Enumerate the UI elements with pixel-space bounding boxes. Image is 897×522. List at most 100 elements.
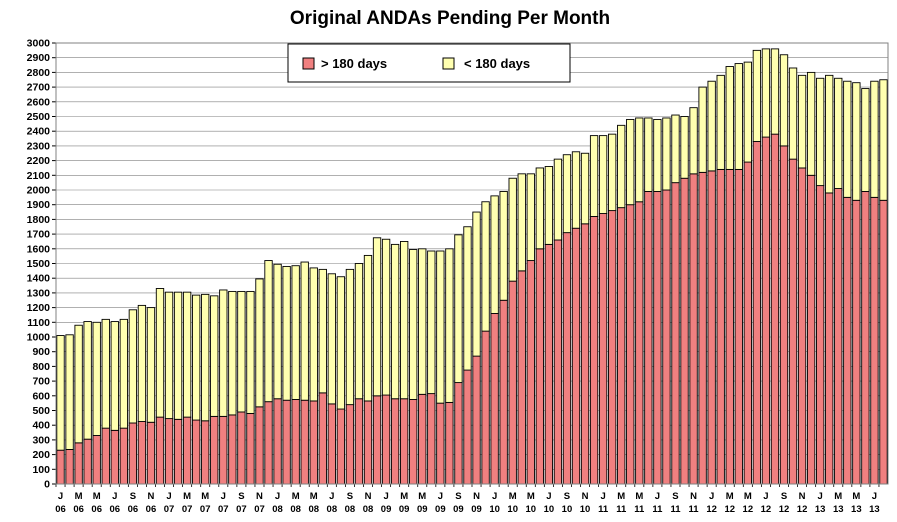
y-tick-label: 2500 <box>27 111 51 123</box>
bar-segment-over-180 <box>390 398 400 485</box>
bar-segment-over-180 <box>707 170 716 485</box>
y-tick-label: 2300 <box>27 140 51 152</box>
bar-segment-under-180 <box>825 74 834 194</box>
y-tick-label: 2900 <box>27 52 51 64</box>
x-tick-label-year: 12 <box>779 504 790 515</box>
x-tick-label-month: J <box>818 491 823 502</box>
bar-segment-over-180 <box>626 204 635 485</box>
bar-segment-under-180 <box>65 334 74 450</box>
x-tick-label-month: J <box>872 491 877 502</box>
x-tick-label-month: M <box>527 491 535 502</box>
x-tick-label-year: 10 <box>489 504 500 515</box>
bar-segment-under-180 <box>291 265 300 400</box>
x-tick-label-month: S <box>672 491 678 502</box>
bar-segment-over-180 <box>553 239 563 485</box>
bar-segment-over-180 <box>598 213 608 485</box>
x-tick-label-month: M <box>635 491 643 502</box>
bar-segment-over-180 <box>219 415 228 485</box>
x-tick-label-year: 09 <box>399 504 410 515</box>
bar-segment-over-180 <box>870 196 879 485</box>
bar-segment-over-180 <box>264 401 273 485</box>
y-tick-label: 1000 <box>27 332 51 344</box>
x-axis: J 06 M 06 M 06 J 06 S 06 N 06 J 07 M 07 M 07 J 07 S 07 N 07 J 08 M… <box>55 484 880 515</box>
bar-segment-over-180 <box>861 191 870 485</box>
bar-segment-under-180 <box>698 86 707 173</box>
legend-box <box>287 43 571 83</box>
x-tick-label-year: 13 <box>833 504 844 515</box>
x-tick-label-year: 13 <box>815 504 826 515</box>
bar-segment-over-180 <box>725 168 734 485</box>
bar-segment-under-180 <box>553 158 563 241</box>
bar-segment-over-180 <box>436 402 445 485</box>
bar-segment-under-180 <box>671 114 680 184</box>
x-tick-label-month: M <box>400 491 408 502</box>
x-tick-label-year: 11 <box>689 504 700 515</box>
y-tick-label: 100 <box>32 464 50 476</box>
bar-segment-over-180 <box>752 141 762 485</box>
bar-segment-under-180 <box>146 307 156 423</box>
x-tick-label-year: 09 <box>435 504 446 515</box>
bar-segment-over-180 <box>273 398 282 485</box>
x-tick-label-month: M <box>75 491 83 502</box>
bar-segment-under-180 <box>192 294 201 421</box>
x-tick-label-year: 11 <box>616 504 627 515</box>
bar-segment-over-180 <box>119 427 128 485</box>
bar-segment-under-180 <box>870 80 879 198</box>
bar-segment-over-180 <box>490 313 499 485</box>
bar-segment-under-180 <box>119 318 128 429</box>
y-tick-label: 1900 <box>27 199 51 211</box>
x-tick-label-year: 08 <box>345 504 356 515</box>
x-tick-label-year: 11 <box>670 504 681 515</box>
bar-segment-under-180 <box>752 49 762 142</box>
bar-segment-over-180 <box>164 418 174 485</box>
y-tick-label: 300 <box>32 434 50 446</box>
bar-segment-under-180 <box>282 265 291 401</box>
x-tick-label-month: N <box>473 491 480 502</box>
bar-segment-under-180 <box>336 276 346 410</box>
x-tick-label-month: N <box>256 491 263 502</box>
bar-segment-over-180 <box>173 418 183 485</box>
x-tick-label-year: 07 <box>254 504 265 515</box>
legend-swatch-over-180 <box>302 57 315 70</box>
bar-segment-over-180 <box>445 401 454 485</box>
bar-segment-under-180 <box>861 88 870 192</box>
bar-segment-under-180 <box>472 211 481 357</box>
x-tick-label-year: 08 <box>308 504 319 515</box>
bar-segment-under-180 <box>743 61 752 163</box>
x-tick-label-year: 06 <box>128 504 139 515</box>
bar-segment-under-180 <box>834 77 843 189</box>
y-tick-label: 2700 <box>27 82 51 94</box>
bar-segment-over-180 <box>716 168 725 485</box>
x-tick-label-month: J <box>709 491 714 502</box>
x-tick-label-year: 07 <box>218 504 229 515</box>
y-tick-label: 1800 <box>27 214 51 226</box>
x-tick-label-month: J <box>329 491 334 502</box>
y-tick-label: 600 <box>32 390 50 402</box>
legend-label-under-180: < 180 days <box>464 56 530 71</box>
bar-segment-over-180 <box>589 216 599 485</box>
bar-segment-under-180 <box>535 167 544 250</box>
bar-segment-over-180 <box>535 248 544 485</box>
x-tick-label-year: 07 <box>164 504 175 515</box>
bar-segment-over-180 <box>363 400 373 485</box>
bar-segment-over-180 <box>255 406 264 485</box>
x-tick-label-year: 08 <box>290 504 301 515</box>
chart-title: Original ANDAs Pending Per Month <box>290 8 610 29</box>
legend-label-over-180: > 180 days <box>321 56 387 71</box>
bar-segment-under-180 <box>345 268 355 406</box>
bar-segment-over-180 <box>309 400 318 485</box>
bar-segment-over-180 <box>74 442 83 485</box>
bar-segment-over-180 <box>761 136 771 485</box>
bar-segment-over-180 <box>56 449 65 485</box>
bar-segment-under-180 <box>201 293 210 422</box>
bar-segment-over-180 <box>418 393 427 485</box>
bar-segment-over-180 <box>825 192 834 485</box>
bar-segment-over-180 <box>192 419 201 485</box>
x-tick-label-month: J <box>438 491 443 502</box>
bar-segment-over-180 <box>734 168 743 485</box>
x-tick-label-year: 11 <box>634 504 645 515</box>
bar-segment-over-180 <box>146 421 156 485</box>
bar-segment-over-180 <box>571 227 581 485</box>
x-tick-label-month: J <box>221 491 226 502</box>
bar-segment-under-180 <box>662 117 671 191</box>
